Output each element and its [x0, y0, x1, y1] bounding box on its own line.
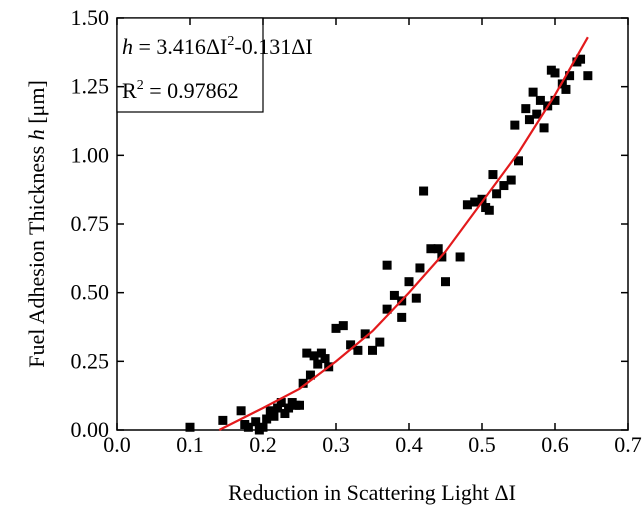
point: [298, 378, 308, 388]
point: [470, 197, 480, 207]
y-tick-label: 1.25: [71, 74, 110, 99]
point: [273, 403, 283, 413]
y-tick-label: 1.00: [71, 142, 110, 167]
point: [539, 123, 549, 133]
point: [488, 170, 498, 180]
point: [269, 411, 279, 421]
fit-line: [218, 36, 589, 431]
point: [368, 345, 377, 355]
point: [284, 403, 294, 413]
y-axis-label: Fuel Adhesion Thickness h [μm]: [24, 80, 49, 368]
point: [338, 321, 348, 331]
point: [258, 422, 268, 432]
point: [185, 422, 195, 432]
point: [302, 348, 312, 358]
x-tick-label: 0.3: [322, 432, 350, 457]
point: [320, 354, 330, 364]
point: [309, 351, 319, 361]
x-tick-label: 0.6: [541, 432, 569, 457]
point: [243, 422, 253, 432]
point: [521, 104, 531, 114]
x-tick-label: 0.1: [176, 432, 204, 457]
point: [218, 415, 228, 425]
x-tick-label: 0.4: [395, 432, 423, 457]
point: [455, 252, 465, 262]
point: [280, 409, 290, 419]
point: [353, 345, 363, 355]
point: [499, 181, 509, 191]
point: [535, 95, 545, 105]
equation: h = 3.416ΔI2-0.131ΔI: [122, 34, 313, 59]
point: [433, 244, 443, 254]
point: [346, 340, 356, 350]
point: [375, 337, 385, 347]
point: [415, 263, 425, 273]
y-tick-label: 1.50: [71, 5, 110, 30]
point: [524, 115, 534, 125]
point: [492, 189, 502, 199]
point: [295, 400, 304, 410]
y-tick-label: 0.25: [71, 348, 110, 373]
point: [561, 84, 571, 94]
r-squared: R2 = 0.97862: [122, 78, 239, 103]
point: [360, 329, 370, 339]
point: [510, 120, 520, 130]
x-tick-label: 0.5: [468, 432, 496, 457]
point: [477, 194, 487, 204]
point: [532, 109, 542, 119]
x-tick-label: 0.0: [103, 432, 131, 457]
y-tick-label: 0.75: [71, 211, 110, 236]
point: [236, 406, 246, 416]
point: [528, 87, 538, 97]
point: [276, 398, 286, 408]
point: [313, 359, 323, 369]
point: [316, 348, 326, 358]
point: [565, 71, 575, 81]
x-tick-label: 0.7: [614, 432, 642, 457]
point: [550, 95, 560, 105]
point: [426, 244, 436, 254]
point: [583, 71, 593, 81]
point: [331, 323, 341, 333]
point: [382, 260, 392, 270]
point: [514, 156, 523, 166]
point: [305, 370, 315, 380]
point: [265, 406, 275, 416]
point: [397, 312, 407, 322]
point: [441, 277, 450, 287]
point: [506, 175, 516, 185]
point: [389, 290, 399, 300]
point: [404, 277, 414, 287]
point: [262, 414, 272, 424]
point: [484, 205, 494, 215]
x-tick-label: 0.2: [249, 432, 277, 457]
x-axis-label: Reduction in Scattering Light ΔI: [228, 480, 516, 505]
point: [382, 304, 392, 314]
point: [550, 68, 560, 78]
point: [411, 293, 421, 303]
y-tick-label: 0.00: [71, 417, 110, 442]
point: [419, 186, 429, 196]
point: [576, 54, 586, 64]
y-tick-label: 0.50: [71, 280, 110, 305]
point: [462, 200, 472, 210]
point: [251, 417, 261, 427]
